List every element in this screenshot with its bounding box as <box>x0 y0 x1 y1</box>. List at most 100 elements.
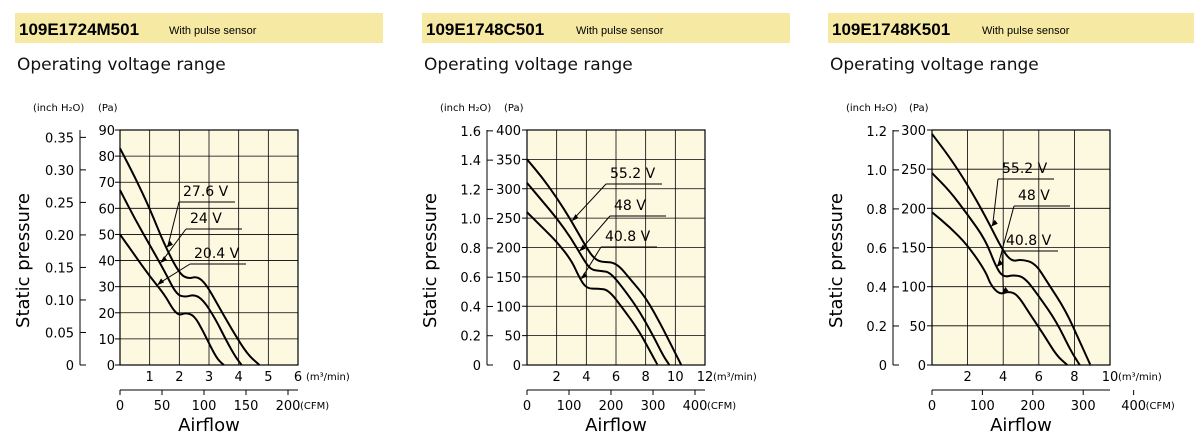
header-band <box>15 13 383 43</box>
y-tick-label-inch: 0 <box>66 359 74 374</box>
leader-line <box>997 205 1015 266</box>
y-tick-label-inch: 1.0 <box>866 164 887 179</box>
x-tick-label: 4 <box>582 370 590 385</box>
y-tick-label-pa: 40 <box>98 255 115 270</box>
y-tick-label-pa: 0 <box>107 359 115 374</box>
series-line <box>931 172 1081 366</box>
y-tick-label-inch: 0.8 <box>460 242 481 257</box>
x-unit-m3: (m³/min) <box>713 372 757 383</box>
x-tick-label: 1 <box>146 370 154 385</box>
y-tick-label-inch: 0.2 <box>460 330 481 345</box>
x-unit-cfm: (CFM) <box>707 401 736 412</box>
y-tick-label-pa: 70 <box>98 176 115 191</box>
series-label: 40.8 V <box>605 229 651 245</box>
cfm-tick-label: 100 <box>970 399 995 414</box>
x-tick-label: 8 <box>1070 370 1078 385</box>
y-tick-label-pa: 0 <box>918 359 926 374</box>
arrowhead <box>1001 286 1009 294</box>
y-tick-label-pa: 50 <box>98 228 115 243</box>
y-tick-label-pa: 10 <box>98 333 115 348</box>
y-tick-label-pa: 90 <box>98 124 115 139</box>
x-tick-label: 4 <box>999 370 1007 385</box>
y-tick-label-inch: 0.2 <box>866 320 887 335</box>
cfm-tick-label: 0 <box>116 399 124 414</box>
cfm-tick-label: 0 <box>928 399 936 414</box>
cfm-tick-label: 300 <box>1071 399 1096 414</box>
y-tick-label-pa: 150 <box>496 271 521 286</box>
cfm-tick-label: 150 <box>234 399 259 414</box>
arrowhead <box>578 244 586 252</box>
y-tick-label-inch: 0.4 <box>866 281 887 296</box>
series-line <box>119 233 225 366</box>
x-tick-label: 6 <box>294 370 302 385</box>
leader-line <box>573 183 607 220</box>
x-tick-label: 2 <box>963 370 971 385</box>
series-label: 24 V <box>190 211 222 227</box>
chart-title: Operating voltage range <box>424 55 633 75</box>
y-tick-label-pa: 200 <box>496 242 521 257</box>
series-line <box>526 211 659 366</box>
x-unit-m3: (m³/min) <box>306 372 350 383</box>
header-band <box>828 13 1194 43</box>
series-label: 20.4 V <box>194 246 240 262</box>
series-label: 55.2 V <box>610 166 656 182</box>
arrowhead <box>165 240 173 248</box>
x-unit-cfm: (CFM) <box>1146 401 1175 412</box>
leader-line <box>167 201 180 246</box>
cfm-tick-label: 50 <box>154 399 171 414</box>
y-unit-pa: (Pa) <box>504 103 524 114</box>
arrowhead <box>160 256 168 264</box>
x-tick-label: 6 <box>1035 370 1043 385</box>
sensor-note: With pulse sensor <box>982 25 1070 37</box>
leader-line <box>161 228 187 262</box>
y-tick-label-inch: 1.4 <box>460 154 481 169</box>
x-tick-label: 8 <box>642 370 650 385</box>
y-tick-label-inch: 0.6 <box>866 242 887 257</box>
arrowhead <box>157 278 165 286</box>
y-axis-title: Static pressure <box>826 193 847 328</box>
series-line <box>931 133 1092 366</box>
y-axis-title: Static pressure <box>420 193 441 328</box>
y-tick-label-inch: 0.25 <box>45 196 74 211</box>
y-tick-label-pa: 50 <box>504 330 521 345</box>
cfm-tick-label: 200 <box>599 399 624 414</box>
leader-line <box>992 178 999 225</box>
arrowhead <box>580 272 588 280</box>
y-tick-label-inch: 0 <box>879 359 887 374</box>
series-line <box>119 147 261 366</box>
y-tick-label-pa: 150 <box>901 242 926 257</box>
arrowhead <box>996 260 1004 268</box>
y-tick-label-pa: 250 <box>901 163 926 178</box>
chart-panel: 109E1724M501 With pulse sensor Operating v… <box>13 13 383 436</box>
y-tick-label-inch: 0.30 <box>45 164 74 179</box>
y-tick-label-pa: 300 <box>901 124 926 139</box>
y-unit-pa: (Pa) <box>98 103 118 114</box>
series-line <box>931 211 1068 366</box>
cfm-tick-label: 200 <box>1020 399 1045 414</box>
y-tick-label-inch: 0.20 <box>45 229 74 244</box>
y-tick-label-pa: 200 <box>901 202 926 217</box>
series-line <box>119 189 243 366</box>
series-label: 40.8 V <box>1006 233 1052 249</box>
leader-line <box>580 215 611 250</box>
series-label: 55.2 V <box>1002 161 1048 177</box>
x-tick-label: 10 <box>667 370 684 385</box>
cfm-tick-label: 0 <box>523 399 531 414</box>
x-tick-label: 3 <box>205 370 213 385</box>
leader-line <box>158 263 191 284</box>
y-tick-label-inch: 0.15 <box>45 261 74 276</box>
cfm-tick-label: 300 <box>641 399 666 414</box>
y-unit-pa: (Pa) <box>909 103 929 114</box>
series-line <box>526 158 683 366</box>
y-tick-label-inch: 0.8 <box>866 203 887 218</box>
y-tick-label-inch: 0.35 <box>45 131 74 146</box>
y-tick-label-inch: 0.6 <box>460 271 481 286</box>
x-tick-label: 2 <box>553 370 561 385</box>
leader-line <box>581 246 602 278</box>
x-unit-cfm: (CFM) <box>300 401 329 412</box>
sensor-note: With pulse sensor <box>576 25 664 37</box>
y-axis-title: Static pressure <box>13 193 34 328</box>
y-tick-label-inch: 0.4 <box>460 300 481 315</box>
sensor-note: With pulse sensor <box>169 25 257 37</box>
